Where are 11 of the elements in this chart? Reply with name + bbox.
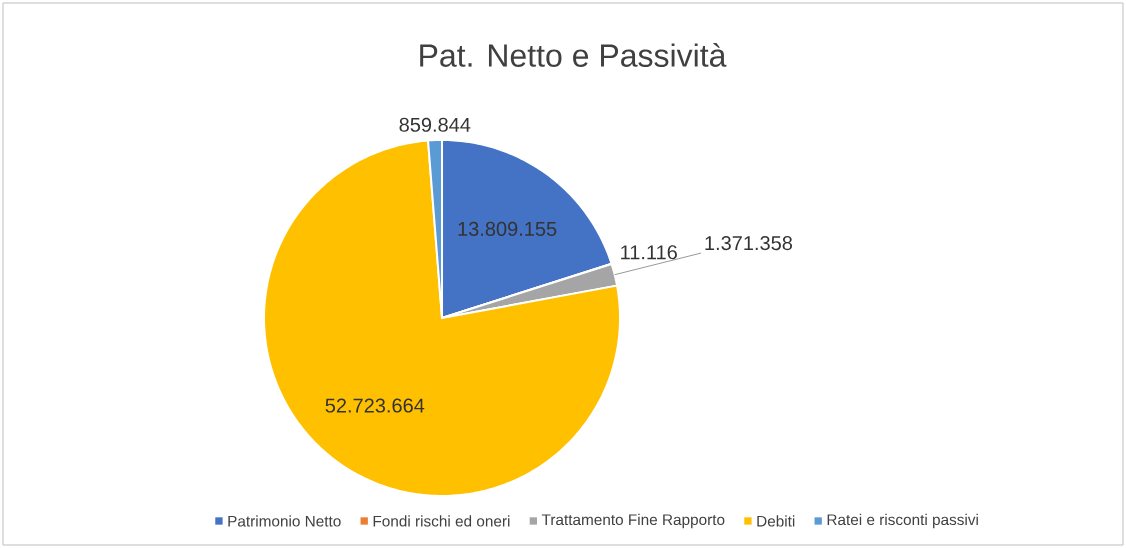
data-label: 859.844 (399, 117, 471, 132)
legend-label: Trattamento Fine Rapporto (541, 513, 725, 529)
legend-label: Debiti (757, 515, 795, 527)
chart-title: Pat. Netto e Passività (420, 43, 727, 67)
data-label: 1.371.358 (705, 235, 793, 251)
legend-label: Ratei e risconti passivi (827, 513, 978, 529)
data-label: 11.116 (621, 245, 677, 260)
legend-label: Patrimonio Netto (228, 515, 341, 527)
data-label: 52.723.664 (325, 398, 425, 413)
legend-label: Fondi rischi ed oneri (373, 515, 510, 527)
data-label: 13.809.155 (458, 221, 557, 236)
